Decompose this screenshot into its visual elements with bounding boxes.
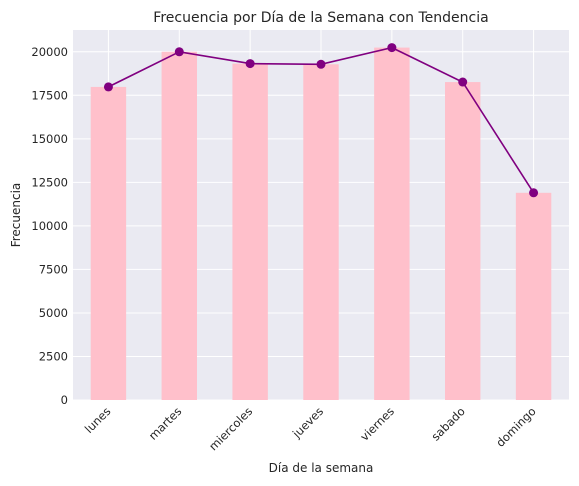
trend-point-jueves <box>316 59 326 69</box>
y-tick-label: 17500 <box>31 88 68 102</box>
trend-point-sabado <box>458 77 468 87</box>
x-tick-label-domingo: domingo <box>493 404 539 450</box>
bar-miercoles <box>232 63 268 400</box>
bar-viernes <box>374 47 410 401</box>
y-tick-label: 10000 <box>31 219 68 233</box>
y-tick-label: 7500 <box>39 262 68 276</box>
y-tick-label: 15000 <box>31 132 68 146</box>
x-ticks: lunes martes miercoles jueves viernes sabado d… <box>82 404 539 453</box>
y-tick-label: 12500 <box>31 175 68 189</box>
x-tick-label-martes: martes <box>146 404 185 443</box>
bar-jueves <box>303 64 339 400</box>
y-ticks: 0 2500 5000 7500 10000 12500 15000 17500 20000 <box>31 45 68 407</box>
x-tick-label-jueves: jueves <box>289 404 326 441</box>
bars <box>90 47 552 401</box>
x-axis-label: Día de la semana <box>269 461 374 475</box>
x-tick-label-miercoles: miercoles <box>206 404 255 453</box>
x-tick-label-sabado: sabado <box>428 404 467 443</box>
trend-line <box>103 43 539 198</box>
y-axis-label: Frecuencia <box>9 183 23 248</box>
y-tick-label: 0 <box>61 393 68 407</box>
trend-point-martes <box>174 47 184 57</box>
trend-point-viernes <box>387 43 397 53</box>
bar-martes <box>161 51 197 400</box>
bar-lunes <box>90 86 127 401</box>
trend-point-lunes <box>103 82 113 92</box>
trend-point-domingo <box>529 188 539 198</box>
bar-domingo <box>515 192 552 400</box>
y-tick-label: 20000 <box>31 45 68 59</box>
x-tick-label-viernes: viernes <box>357 404 397 444</box>
y-tick-label: 5000 <box>39 306 68 320</box>
trend-point-miercoles <box>245 59 255 69</box>
bar-sabado <box>445 82 481 400</box>
chart-title: Frecuencia por Día de la Semana con Tend… <box>153 10 488 26</box>
y-tick-label: 2500 <box>39 349 68 363</box>
x-tick-label-lunes: lunes <box>82 404 114 436</box>
